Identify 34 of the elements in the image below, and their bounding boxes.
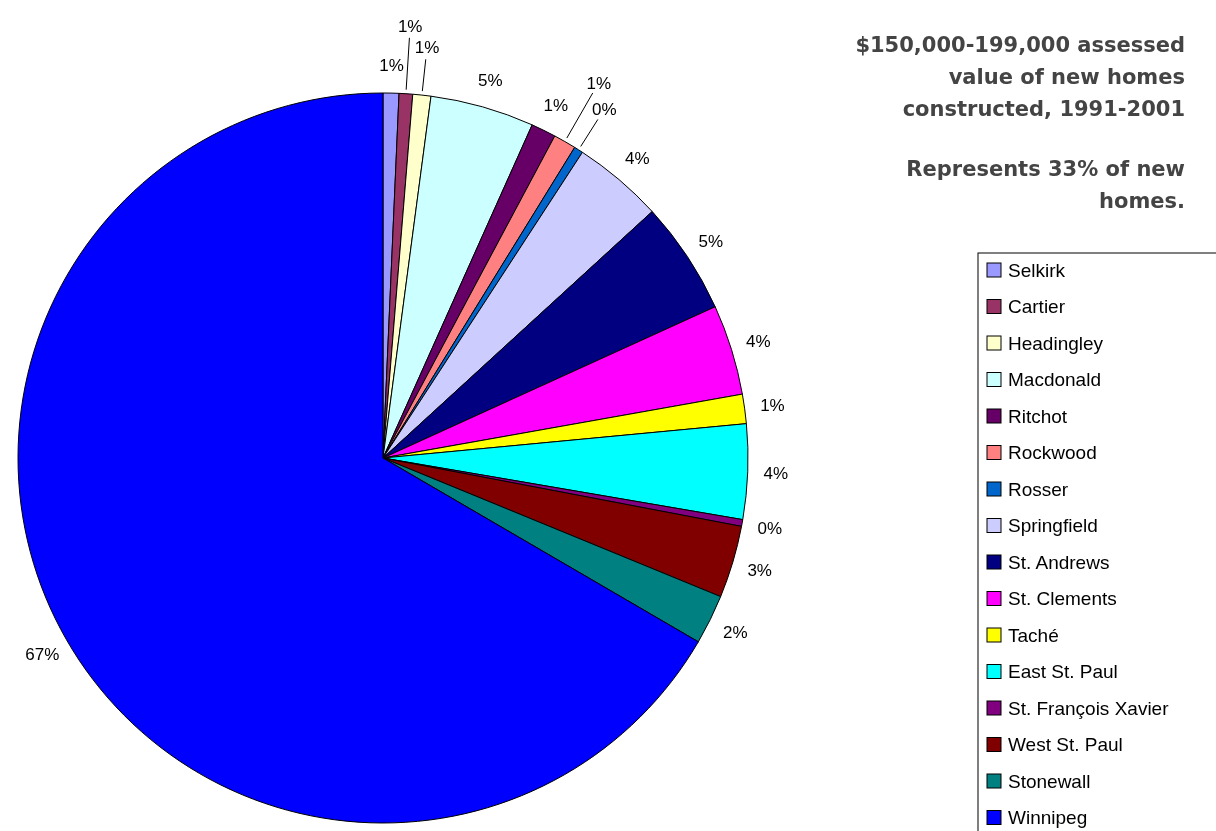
- data-label: 4%: [763, 463, 789, 483]
- legend-label: Rosser: [1008, 478, 1069, 500]
- legend-label: West St. Paul: [1008, 734, 1123, 756]
- legend-label: Taché: [1008, 624, 1059, 646]
- legend-label: St. Andrews: [1008, 551, 1110, 573]
- data-label: 4%: [625, 149, 650, 169]
- data-label: 5%: [477, 70, 503, 90]
- text: Represents 33% of new homes.: [906, 157, 1185, 213]
- data-label: 1%: [760, 396, 785, 416]
- data-label: 1%: [414, 38, 440, 58]
- data-label: 4%: [745, 332, 771, 352]
- legend-label: Springfield: [1008, 515, 1098, 537]
- data-label: 2%: [723, 622, 748, 642]
- data-label: 0%: [757, 518, 782, 538]
- text: $150,000-199,000 assessed value of new homes constructed, 1991-2001: [855, 33, 1185, 121]
- data-label: 1%: [397, 16, 423, 36]
- legend-label: St. Clements: [1008, 588, 1117, 610]
- data-label: 1%: [586, 73, 611, 93]
- legend-label: Stonewall: [1008, 770, 1091, 792]
- legend-label: Ritchot: [1008, 405, 1068, 427]
- data-label: 0%: [592, 100, 617, 120]
- legend-label: Winnipeg: [1008, 807, 1088, 829]
- data-label: 5%: [698, 232, 724, 252]
- data-label: 67%: [25, 644, 60, 664]
- data-label: 3%: [747, 560, 772, 580]
- legend-label: Macdonald: [1008, 369, 1101, 391]
- legend-label: Rockwood: [1008, 442, 1097, 464]
- legend-label: Headingley: [1008, 332, 1104, 354]
- data-label: 1%: [379, 56, 404, 76]
- legend-label: Cartier: [1008, 296, 1066, 318]
- legend-label: Selkirk: [1008, 259, 1066, 281]
- data-label: 1%: [543, 96, 569, 116]
- legend-label: East St. Paul: [1008, 661, 1118, 683]
- legend-label: St. François Xavier: [1008, 697, 1170, 719]
